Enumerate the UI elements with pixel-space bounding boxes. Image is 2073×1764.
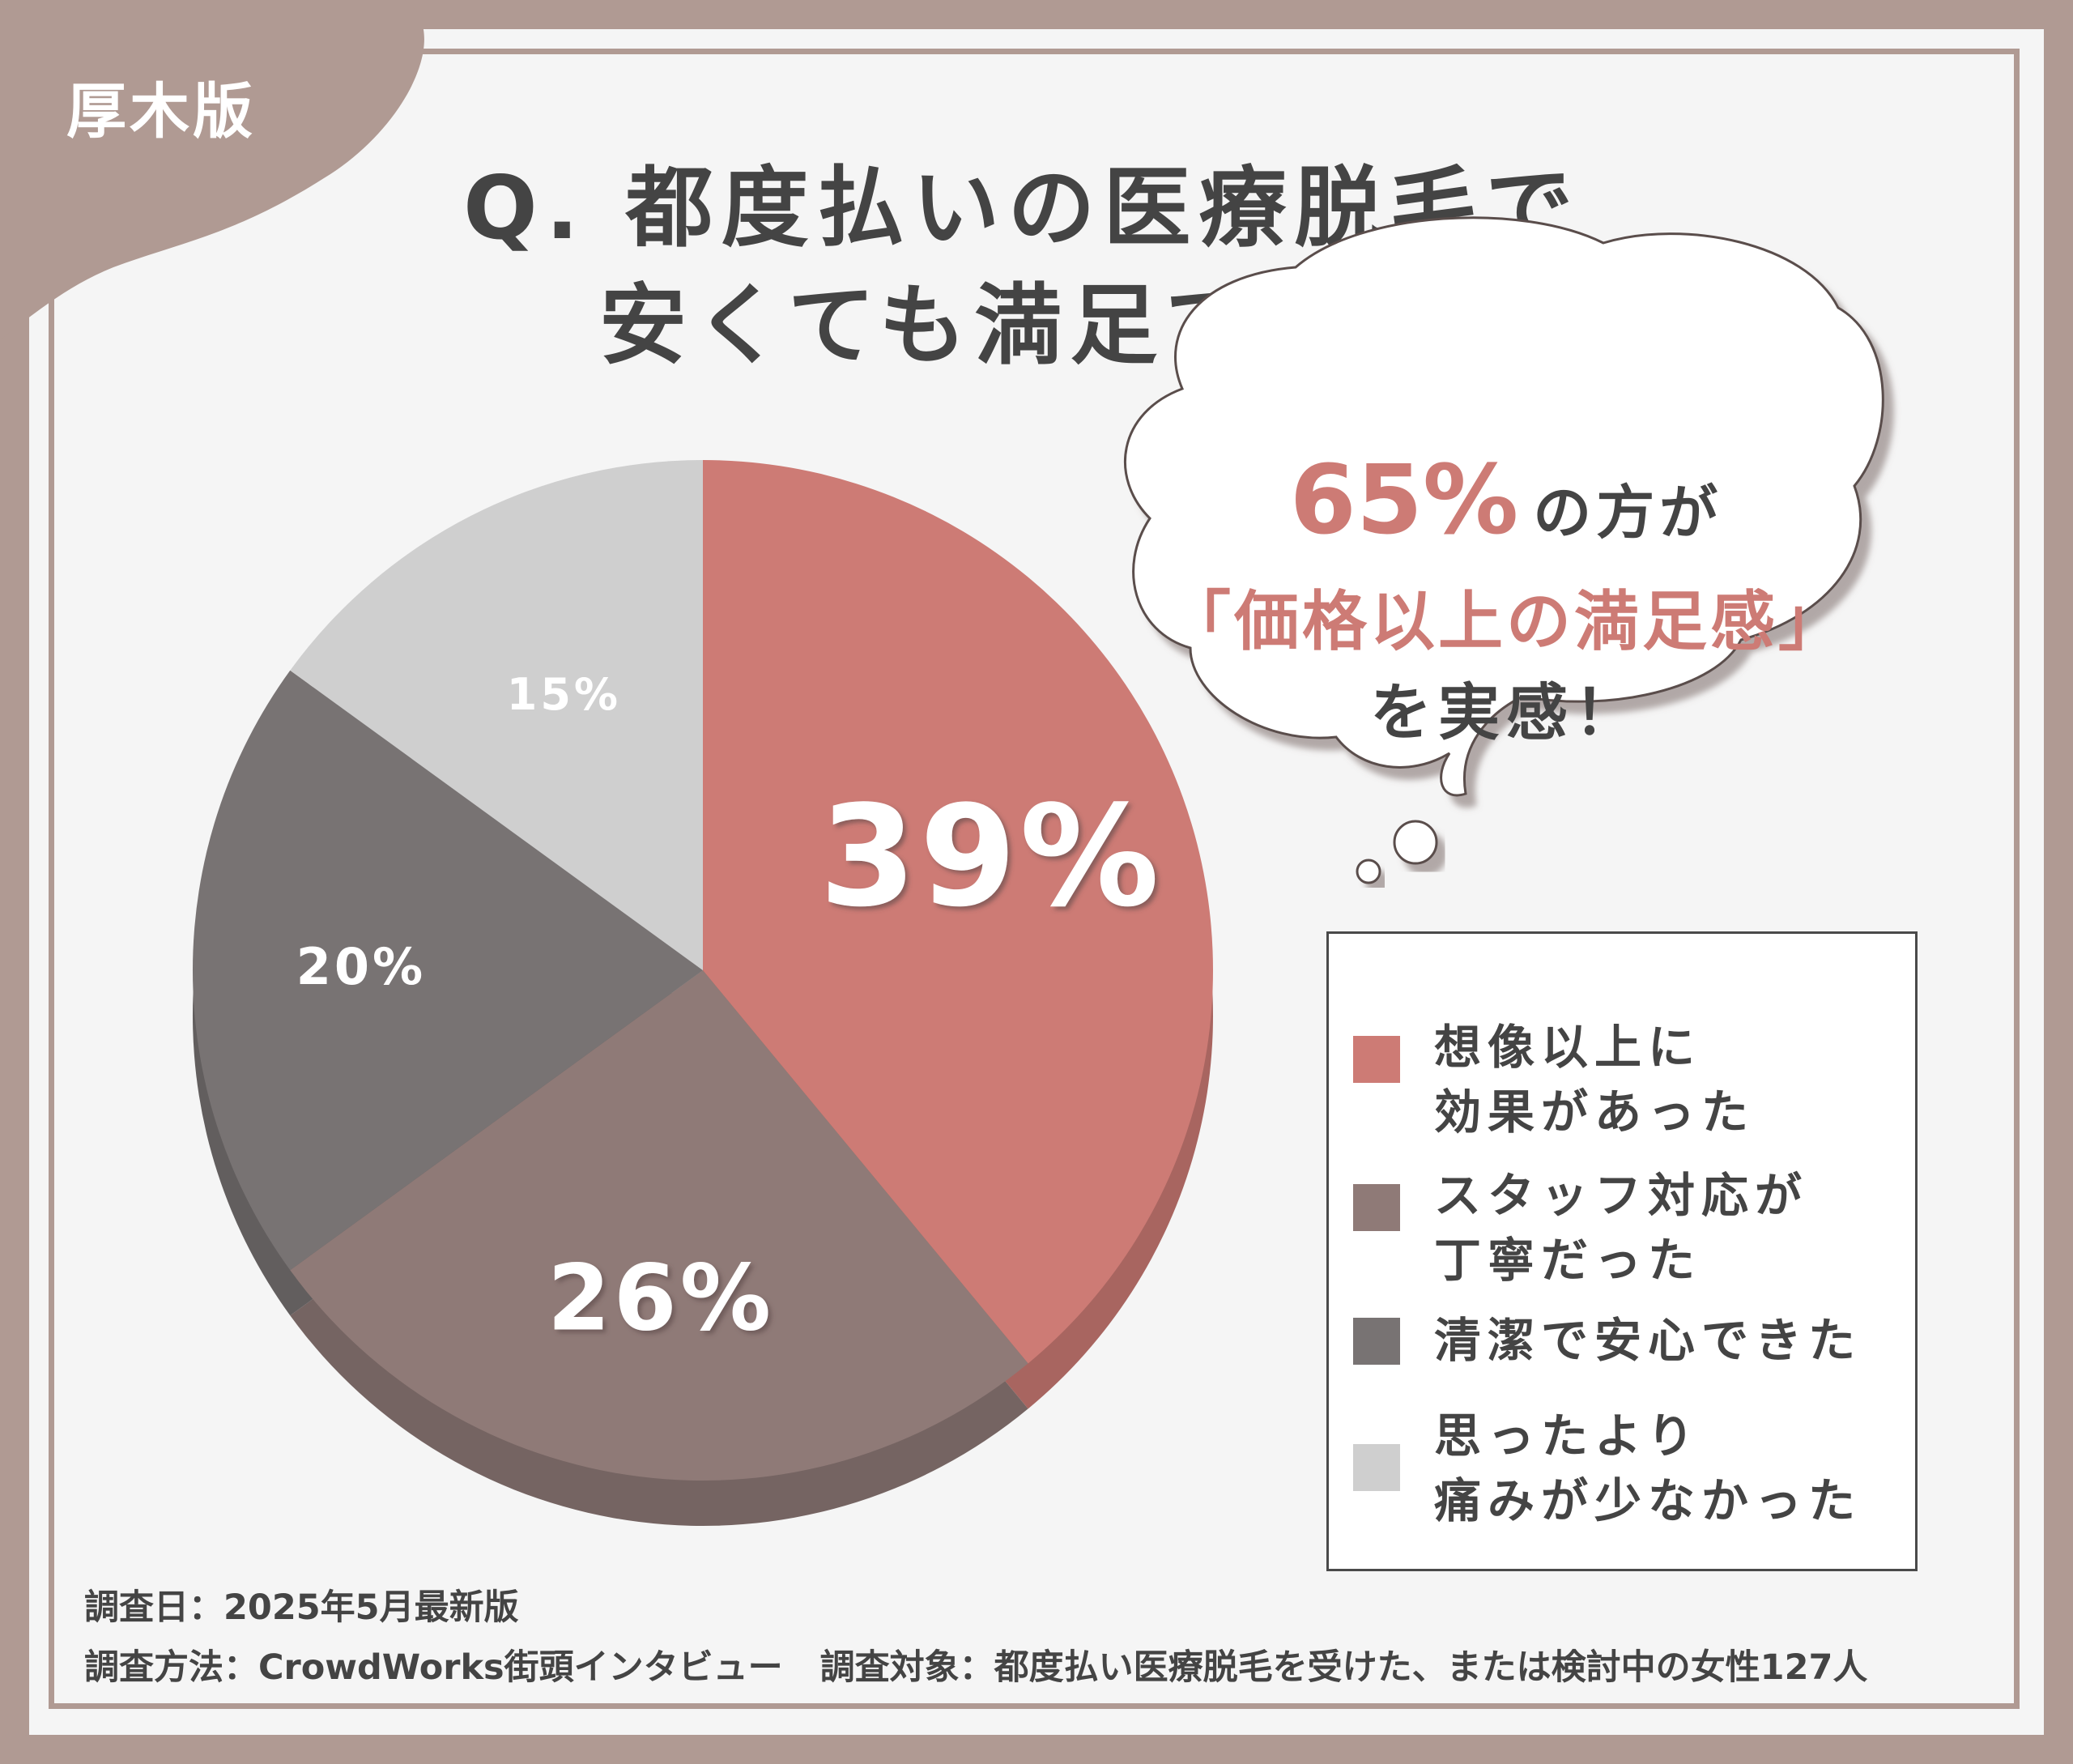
bubble-line3: を実感！ [1370, 676, 1642, 748]
legend-label: 思ったより 痛みが少なかった [1434, 1408, 1862, 1528]
pie-label-1: 39% [819, 775, 1163, 938]
bubble-percent: 65% [1289, 444, 1519, 556]
legend-label: 想像以上に 効果があった [1434, 1020, 1756, 1140]
legend-swatch [1353, 1318, 1400, 1365]
pie-slice-3 [192, 670, 703, 1271]
thought-bubble [1124, 216, 1884, 884]
footer-line2: 調査方法：CrowdWorks街頭インタビュー 調査対象：都度払い医療脱毛を受けた… [84, 1639, 1867, 1689]
region-badge: 厚木版 [66, 77, 256, 147]
pie-label-3: 20% [296, 937, 426, 996]
legend-label: 清潔で安心できた [1434, 1313, 1862, 1368]
legend-swatch [1353, 1184, 1400, 1231]
pie-slice-1 [703, 460, 1213, 1364]
legend-label: スタッフ対応が 丁寧だった [1434, 1168, 1809, 1288]
bubble-text1: の方が [1533, 479, 1723, 547]
legend-swatch [1353, 1036, 1400, 1083]
footer-target: 調査対象：都度払い医療脱毛を受けた、または検討中の女性127人 [819, 1647, 1868, 1688]
footer-date: 調査日：2025年5月最新版 [84, 1587, 519, 1628]
pie-slice-4 [290, 460, 703, 970]
bubble-line1: 65% の方が [1142, 444, 1871, 556]
footer-method: 調査方法：CrowdWorks街頭インタビュー [84, 1647, 783, 1688]
inner-frame [49, 49, 2020, 1709]
bubble-line2: 「価格以上の満足感」 [1166, 584, 1846, 659]
region-tab [0, 0, 424, 340]
pie-label-2: 26% [547, 1246, 774, 1351]
pie-label-4: 15% [507, 669, 621, 720]
legend-swatch [1353, 1444, 1400, 1491]
legend-box: 想像以上に 効果があった スタッフ対応が 丁寧だった 清潔で安心できた 思ったよ… [1326, 931, 1918, 1571]
pie-slice-2 [290, 970, 1028, 1481]
